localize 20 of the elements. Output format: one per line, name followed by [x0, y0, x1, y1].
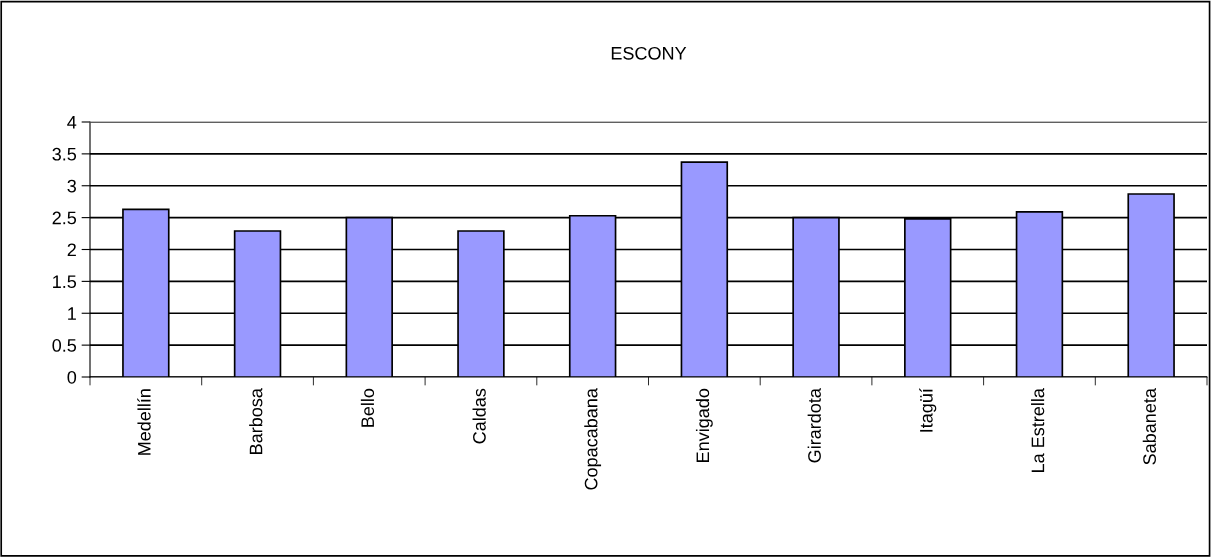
x-tick-label: Medellín — [137, 389, 151, 455]
y-tick-label: 2.5 — [52, 211, 77, 225]
x-tick-label: Envigado — [695, 388, 713, 462]
chart-title: ESCONY — [611, 46, 687, 60]
x-tick-label: Bello — [360, 388, 375, 427]
x-tick-label: Girardota — [807, 388, 821, 463]
y-tick-label: 0 — [67, 370, 77, 384]
x-tick-label: La Estrella — [1031, 388, 1045, 472]
y-tick-label: 0.5 — [52, 339, 77, 352]
y-tick-label: 4 — [67, 116, 77, 129]
x-tick-label: Caldas — [472, 388, 486, 444]
x-tick-label: Itagüí — [919, 388, 937, 432]
x-tick-label: Barbosa — [249, 388, 263, 454]
y-tick-label: 2 — [67, 243, 76, 257]
y-tick-label: 1.5 — [53, 275, 77, 289]
x-tick-label: Sabaneta — [1142, 388, 1156, 465]
x-tick-label: Copacabana — [584, 388, 602, 490]
y-tick-label: 1 — [68, 307, 76, 320]
y-tick-label: 3.5 — [52, 147, 77, 161]
y-tick-label: 3 — [67, 179, 77, 193]
